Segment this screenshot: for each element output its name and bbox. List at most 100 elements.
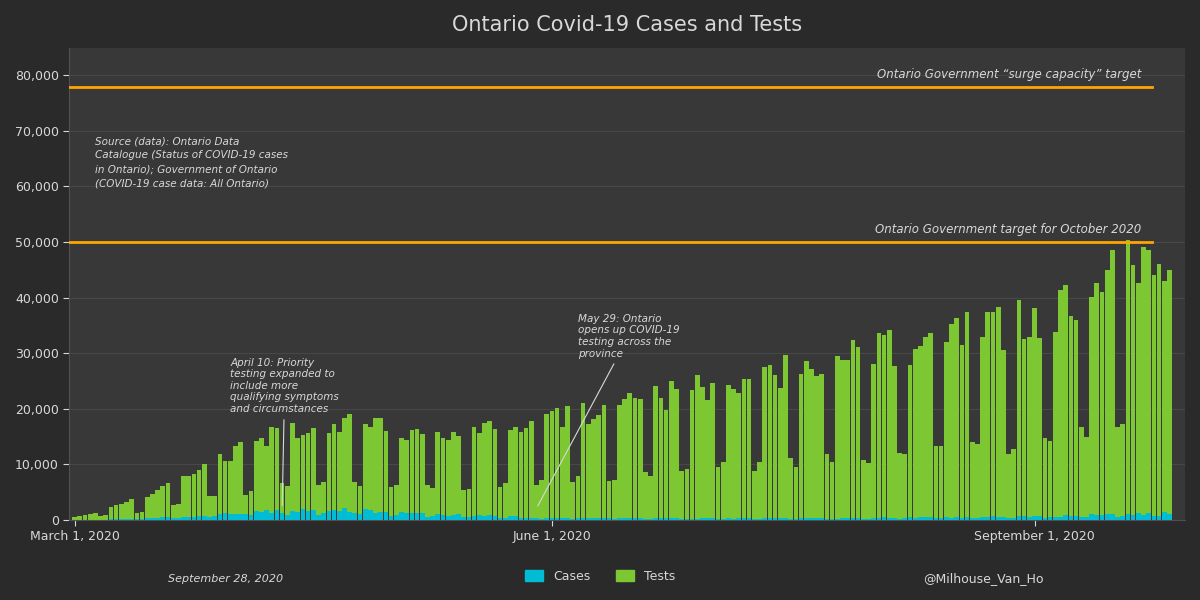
Bar	[254, 511, 258, 520]
Bar	[824, 519, 829, 520]
Bar	[737, 394, 742, 520]
Bar	[638, 518, 642, 520]
Bar	[659, 398, 664, 520]
Bar	[456, 514, 461, 520]
Bar	[788, 519, 793, 520]
Bar	[715, 519, 720, 520]
Bar	[508, 430, 512, 520]
Bar	[1079, 427, 1084, 520]
Bar	[679, 471, 684, 520]
Bar	[431, 515, 434, 520]
Bar	[706, 518, 710, 520]
Bar	[98, 517, 103, 520]
Bar	[871, 518, 876, 520]
Bar	[1068, 515, 1073, 520]
Bar	[1090, 298, 1094, 520]
Bar	[436, 431, 440, 520]
Bar	[596, 415, 601, 520]
Bar	[286, 515, 289, 520]
Bar	[554, 408, 559, 520]
Bar	[1121, 516, 1126, 520]
Bar	[472, 427, 476, 520]
Bar	[1141, 515, 1146, 520]
Bar	[985, 517, 990, 520]
Bar	[1136, 514, 1141, 520]
Bar	[1032, 308, 1037, 520]
Bar	[601, 406, 606, 520]
Bar	[830, 462, 834, 520]
Bar	[1048, 517, 1052, 520]
Bar	[476, 433, 481, 520]
Bar	[586, 518, 590, 520]
Bar	[1079, 517, 1084, 520]
Bar	[150, 494, 155, 520]
Bar	[78, 517, 82, 520]
Bar	[431, 488, 434, 520]
Bar	[212, 496, 217, 520]
Bar	[871, 364, 876, 520]
Bar	[275, 428, 280, 520]
Bar	[954, 318, 959, 520]
Bar	[550, 412, 554, 520]
Bar	[1126, 240, 1130, 520]
Bar	[757, 462, 762, 520]
Bar	[643, 519, 648, 520]
Bar	[976, 518, 979, 520]
Bar	[860, 519, 865, 520]
Bar	[757, 519, 762, 520]
Bar	[108, 508, 113, 520]
Bar	[186, 517, 191, 520]
Bar	[145, 497, 150, 520]
Bar	[887, 330, 892, 520]
Bar	[601, 518, 606, 520]
Bar	[270, 427, 274, 520]
Bar	[420, 514, 425, 520]
Bar	[1001, 350, 1006, 520]
Bar	[628, 394, 632, 520]
Text: May 29: Ontario
opens up COVID-19
testing across the
province: May 29: Ontario opens up COVID-19 testin…	[538, 314, 679, 506]
Bar	[72, 517, 77, 520]
Bar	[415, 428, 419, 520]
Bar	[726, 518, 731, 520]
Text: Ontario Government target for October 2020: Ontario Government target for October 20…	[875, 223, 1141, 236]
Bar	[436, 514, 440, 520]
Bar	[746, 379, 751, 520]
Bar	[440, 515, 445, 520]
Bar	[322, 513, 326, 520]
Bar	[1105, 514, 1110, 520]
Bar	[690, 390, 695, 520]
Bar	[306, 511, 311, 520]
Bar	[576, 476, 581, 520]
Bar	[882, 335, 887, 520]
Bar	[280, 513, 284, 520]
Bar	[415, 514, 419, 520]
Bar	[1152, 516, 1157, 520]
Bar	[949, 518, 954, 520]
Bar	[103, 515, 108, 520]
Bar	[1162, 512, 1166, 520]
Bar	[576, 518, 581, 520]
Bar	[1043, 518, 1048, 520]
Bar	[985, 312, 990, 520]
Bar	[742, 379, 746, 520]
Bar	[545, 518, 550, 520]
Bar	[793, 519, 798, 520]
Bar	[83, 515, 88, 520]
Bar	[570, 518, 575, 520]
Bar	[820, 518, 824, 520]
Bar	[664, 518, 668, 520]
Bar	[518, 518, 523, 520]
Bar	[197, 516, 202, 520]
Bar	[581, 518, 586, 520]
Bar	[866, 463, 871, 520]
Bar	[638, 399, 642, 520]
Bar	[710, 518, 715, 520]
Bar	[570, 482, 575, 520]
Bar	[1094, 515, 1099, 520]
Bar	[197, 470, 202, 520]
Bar	[1012, 518, 1016, 520]
Bar	[342, 418, 347, 520]
Bar	[996, 307, 1001, 520]
Bar	[773, 375, 778, 520]
Bar	[1022, 339, 1026, 520]
